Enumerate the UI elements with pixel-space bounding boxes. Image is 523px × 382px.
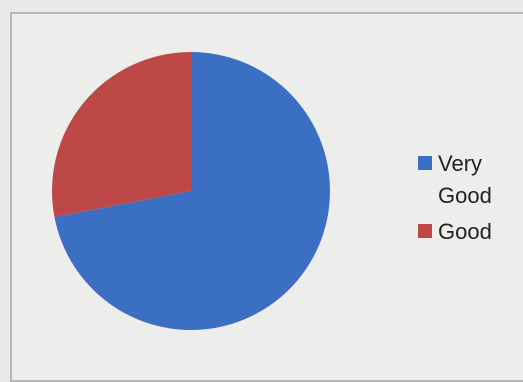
legend: Very Good Good xyxy=(418,148,518,252)
legend-item-very-good: Very Good xyxy=(418,148,518,212)
legend-label-good: Good xyxy=(438,219,492,244)
pie-chart xyxy=(51,52,330,330)
pie-slice-very-good xyxy=(54,52,330,330)
legend-swatch-very-good xyxy=(418,156,432,170)
pie-slice-good xyxy=(51,52,191,218)
legend-swatch-good xyxy=(418,224,432,238)
legend-label-very-good: Very Good xyxy=(438,151,492,208)
legend-item-good: Good xyxy=(418,216,518,248)
